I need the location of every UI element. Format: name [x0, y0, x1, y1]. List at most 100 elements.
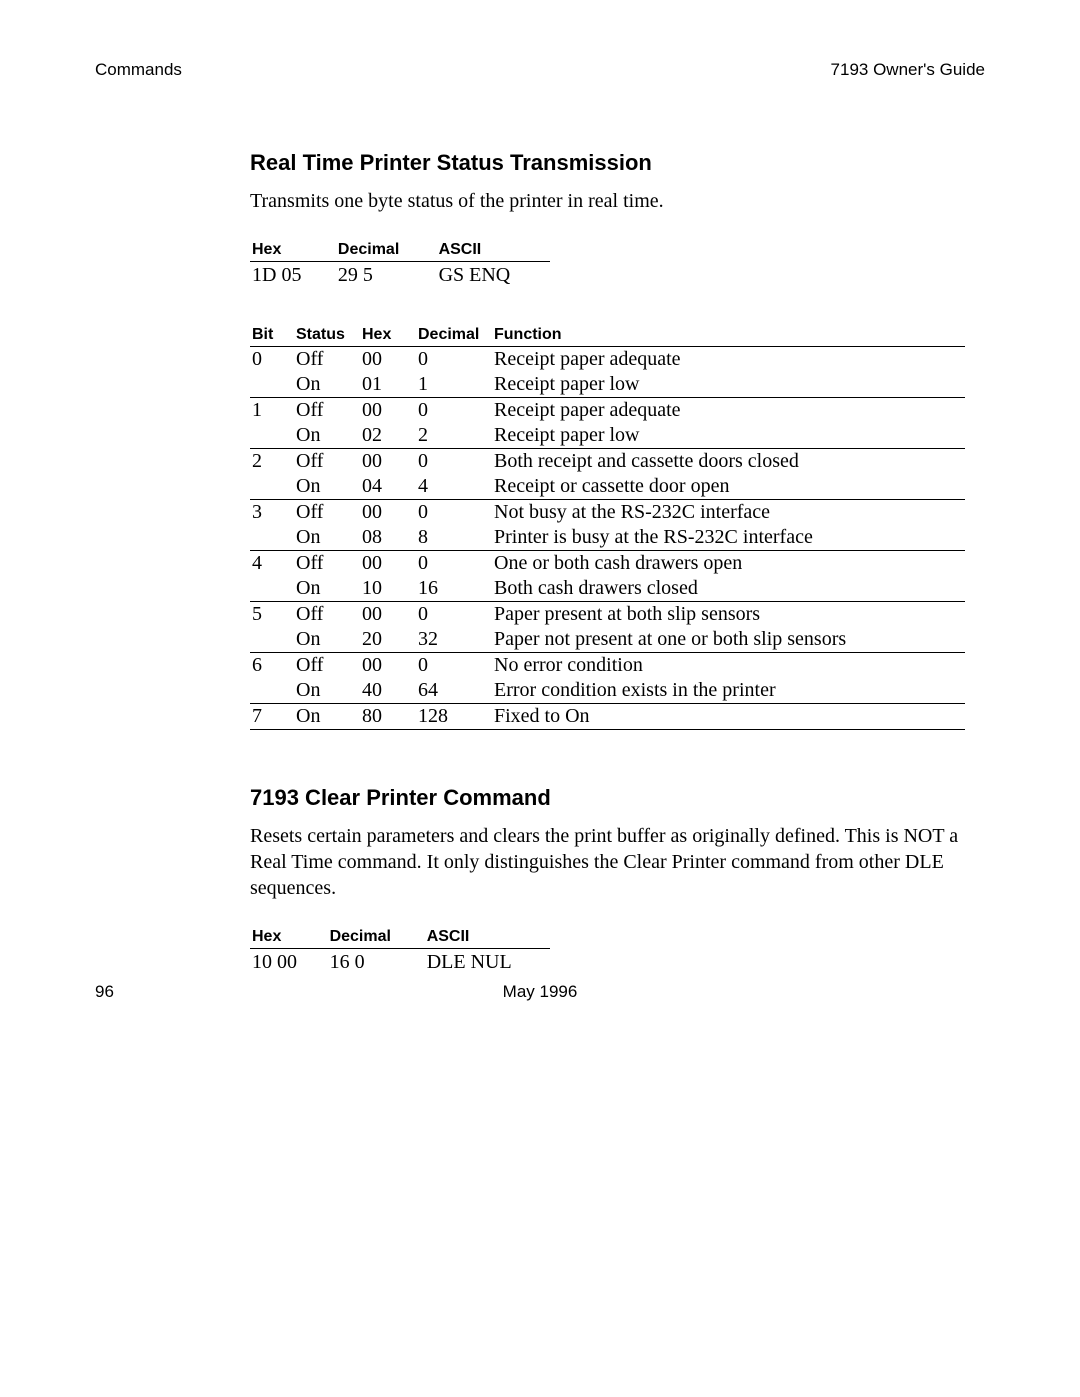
td-bit: 1	[250, 398, 294, 424]
td-status: On	[294, 678, 360, 704]
section2-desc: Resets certain parameters and clears the…	[250, 823, 965, 901]
bits-row: On011Receipt paper low	[250, 372, 965, 398]
td-bit	[250, 372, 294, 398]
page-header: Commands 7193 Owner's Guide	[95, 60, 985, 80]
td-decimal: 0	[416, 653, 492, 679]
td-bit: 2	[250, 449, 294, 475]
td-status: On	[294, 372, 360, 398]
td-function: Both cash drawers closed	[492, 576, 965, 602]
td-function: Receipt or cassette door open	[492, 474, 965, 500]
section2-cmd-table: Hex Decimal ASCII 10 00 16 0 DLE NUL	[250, 926, 550, 976]
td-decimal: 4	[416, 474, 492, 500]
th-hex: Hex	[250, 926, 328, 949]
td-decimal: 8	[416, 525, 492, 551]
td-hex: 02	[360, 423, 416, 449]
td-status: On	[294, 576, 360, 602]
td-decimal: 0	[416, 500, 492, 526]
td-hex: 08	[360, 525, 416, 551]
td-hex: 10	[360, 576, 416, 602]
bits-row: On1016Both cash drawers closed	[250, 576, 965, 602]
td-hex: 00	[360, 602, 416, 628]
td-bit	[250, 576, 294, 602]
bits-row: 6Off000No error condition	[250, 653, 965, 679]
td-status: Off	[294, 500, 360, 526]
td-function: Both receipt and cassette doors closed	[492, 449, 965, 475]
td-status: Off	[294, 449, 360, 475]
section1-title: Real Time Printer Status Transmission	[250, 150, 965, 176]
td-status: On	[294, 474, 360, 500]
td-hex: 00	[360, 449, 416, 475]
td-bit	[250, 474, 294, 500]
td-bit	[250, 423, 294, 449]
th-bit: Bit	[250, 324, 294, 347]
td-function: Receipt paper adequate	[492, 398, 965, 424]
td-status: Off	[294, 602, 360, 628]
td-hex: 00	[360, 551, 416, 577]
section2: 7193 Clear Printer Command Resets certai…	[250, 785, 965, 976]
td-decimal: 16	[416, 576, 492, 602]
td-status: On	[294, 704, 360, 730]
td-hex: 40	[360, 678, 416, 704]
th-function: Function	[492, 324, 965, 347]
td-function: No error condition	[492, 653, 965, 679]
bits-row: On4064Error condition exists in the prin…	[250, 678, 965, 704]
bits-row: On022Receipt paper low	[250, 423, 965, 449]
header-right: 7193 Owner's Guide	[831, 60, 985, 80]
bits-row: 7On80128Fixed to On	[250, 704, 965, 730]
td-hex: 00	[360, 347, 416, 373]
bits-row: 0Off000Receipt paper adequate	[250, 347, 965, 373]
td-status: Off	[294, 653, 360, 679]
td-hex: 1D 05	[250, 262, 336, 290]
td-decimal: 0	[416, 398, 492, 424]
td-hex: 00	[360, 500, 416, 526]
td-ascii: DLE NUL	[425, 949, 550, 977]
section1-desc: Transmits one byte status of the printer…	[250, 188, 965, 214]
td-ascii: GS ENQ	[437, 262, 550, 290]
td-function: Receipt paper adequate	[492, 347, 965, 373]
th-hex: Hex	[250, 239, 336, 262]
td-status: Off	[294, 398, 360, 424]
td-function: Error condition exists in the printer	[492, 678, 965, 704]
td-bit: 4	[250, 551, 294, 577]
td-status: Off	[294, 347, 360, 373]
td-bit	[250, 678, 294, 704]
td-decimal: 2	[416, 423, 492, 449]
th-status: Status	[294, 324, 360, 347]
td-status: On	[294, 525, 360, 551]
bits-header-row: Bit Status Hex Decimal Function	[250, 324, 965, 347]
table-header-row: Hex Decimal ASCII	[250, 926, 550, 949]
th-decimal: Decimal	[336, 239, 437, 262]
th-ascii: ASCII	[425, 926, 550, 949]
header-left: Commands	[95, 60, 182, 80]
content-area: Real Time Printer Status Transmission Tr…	[250, 150, 965, 976]
bits-row: 1Off000Receipt paper adequate	[250, 398, 965, 424]
table-row: 1D 05 29 5 GS ENQ	[250, 262, 550, 290]
td-function: Paper not present at one or both slip se…	[492, 627, 965, 653]
td-hex: 20	[360, 627, 416, 653]
td-decimal: 128	[416, 704, 492, 730]
td-function: Receipt paper low	[492, 372, 965, 398]
td-decimal: 1	[416, 372, 492, 398]
td-function: One or both cash drawers open	[492, 551, 965, 577]
table-header-row: Hex Decimal ASCII	[250, 239, 550, 262]
td-hex: 00	[360, 398, 416, 424]
footer-date: May 1996	[503, 982, 578, 1002]
td-hex: 01	[360, 372, 416, 398]
td-decimal: 0	[416, 551, 492, 577]
bits-row: 3Off000Not busy at the RS-232C interface	[250, 500, 965, 526]
td-bit	[250, 525, 294, 551]
td-bit: 3	[250, 500, 294, 526]
td-function: Printer is busy at the RS-232C interface	[492, 525, 965, 551]
td-decimal: 0	[416, 449, 492, 475]
table-row: 10 00 16 0 DLE NUL	[250, 949, 550, 977]
td-hex: 80	[360, 704, 416, 730]
th-ascii: ASCII	[437, 239, 550, 262]
th-decimal: Decimal	[416, 324, 492, 347]
bits-row: 5Off000Paper present at both slip sensor…	[250, 602, 965, 628]
td-decimal: 0	[416, 602, 492, 628]
td-bit: 7	[250, 704, 294, 730]
bits-row: On088Printer is busy at the RS-232C inte…	[250, 525, 965, 551]
td-hex: 10 00	[250, 949, 328, 977]
td-decimal: 16 0	[328, 949, 425, 977]
td-bit	[250, 627, 294, 653]
